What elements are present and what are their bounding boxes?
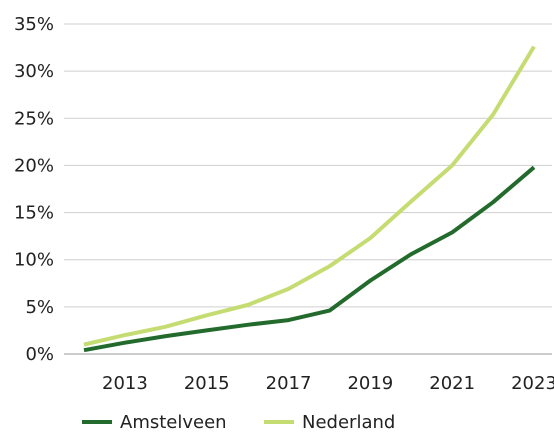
y-axis-tick-labels: 0% 5% 10% 15% 20% 25% 30% 35% [14, 14, 54, 365]
y-tick-label: 10% [14, 250, 54, 271]
y-tick-label: 20% [14, 155, 54, 176]
y-tick-label: 25% [14, 108, 54, 129]
x-tick-label: 2015 [184, 373, 230, 394]
legend: Amstelveen Nederland [82, 412, 395, 432]
legend-label-nederland: Nederland [302, 412, 395, 432]
y-tick-label: 15% [14, 203, 54, 224]
x-tick-label: 2023 [511, 373, 554, 394]
y-tick-label: 30% [14, 61, 54, 82]
series-line-nederland [83, 45, 536, 347]
x-tick-label: 2013 [102, 373, 148, 394]
x-tick-label: 2019 [347, 373, 393, 394]
y-tick-label: 35% [14, 14, 54, 35]
x-tick-label: 2021 [429, 373, 475, 394]
series-lines [83, 45, 536, 353]
legend-label-amstelveen: Amstelveen [120, 412, 227, 432]
series-line-amstelveen [83, 165, 536, 353]
y-tick-label: 0% [25, 344, 54, 365]
gridlines [64, 23, 552, 355]
x-tick-label: 2017 [266, 373, 312, 394]
y-tick-label: 5% [25, 297, 54, 318]
x-axis-tick-labels: 2013 2015 2017 2019 2021 2023 [102, 373, 554, 394]
